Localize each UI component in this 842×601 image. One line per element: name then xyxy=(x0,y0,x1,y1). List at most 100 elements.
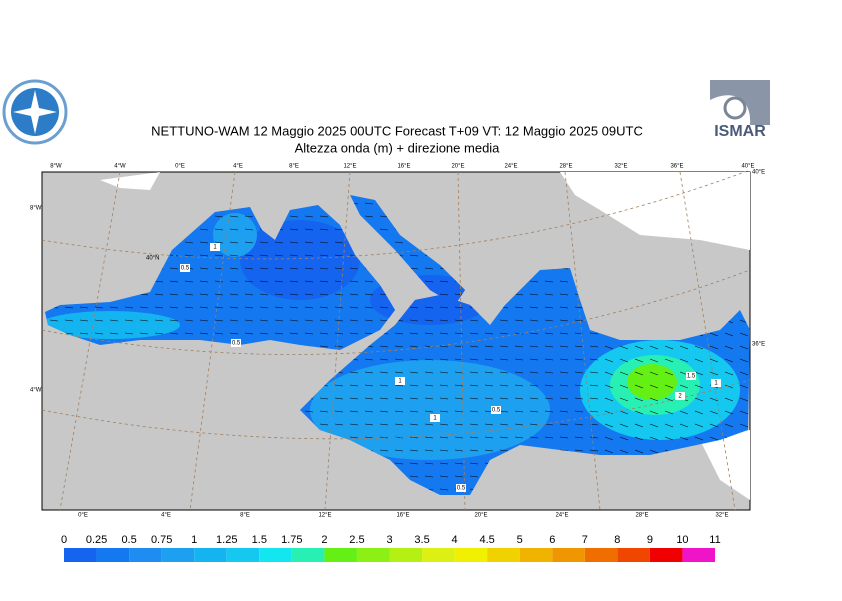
lon-label: 20°E xyxy=(474,513,487,519)
colorbar-tick-label: 11 xyxy=(709,534,720,546)
arrow xyxy=(439,397,449,400)
arrow xyxy=(439,462,449,465)
arrow xyxy=(184,280,194,283)
contour-label: 1 xyxy=(433,416,437,422)
arrow xyxy=(244,293,254,296)
colorbar-swatch xyxy=(552,548,585,562)
colorbar-tick-label: 1.5 xyxy=(252,534,267,546)
arrow xyxy=(409,371,419,374)
arrow xyxy=(349,436,359,439)
arrow xyxy=(469,423,479,426)
arrow xyxy=(664,371,674,376)
arrow xyxy=(469,436,479,439)
arrow xyxy=(469,319,479,322)
arrow xyxy=(94,319,104,322)
arrow xyxy=(184,254,194,257)
arrow xyxy=(574,423,584,426)
arrow xyxy=(364,423,374,426)
arrow xyxy=(604,436,614,441)
arrow xyxy=(184,332,194,335)
arrow xyxy=(319,241,329,244)
arrow xyxy=(649,410,659,415)
arrow xyxy=(499,358,509,361)
arrow xyxy=(394,384,404,387)
arrow xyxy=(709,345,719,350)
arrow xyxy=(319,228,329,231)
colorbar-tick-label: 1 xyxy=(191,534,197,546)
arrow xyxy=(544,345,554,348)
arrow xyxy=(169,319,179,322)
arrow xyxy=(604,423,614,428)
arrow xyxy=(319,332,329,335)
meridian xyxy=(457,171,466,511)
arrow xyxy=(514,371,524,374)
arrow xyxy=(79,319,89,322)
arrow xyxy=(484,384,494,387)
arrow xyxy=(214,280,224,283)
arrow xyxy=(679,358,689,363)
arrow xyxy=(334,267,344,270)
arrow xyxy=(229,215,239,218)
arrow xyxy=(709,397,719,402)
wave-zone xyxy=(240,220,360,300)
outside-domain xyxy=(100,172,160,190)
outside-domain xyxy=(560,172,750,250)
arrow xyxy=(424,462,434,465)
arrow xyxy=(259,280,269,283)
arrow xyxy=(469,462,479,465)
arrow xyxy=(499,397,509,400)
arrow xyxy=(79,306,89,309)
arrow xyxy=(229,332,239,335)
arrow xyxy=(319,306,329,309)
wave-zone xyxy=(310,360,550,460)
arrow xyxy=(304,215,314,218)
arrow xyxy=(454,332,464,335)
arrow xyxy=(484,449,494,452)
arrow xyxy=(604,397,614,402)
colorbar-tick-label: 1.75 xyxy=(281,534,302,546)
lon-label: 4°E xyxy=(233,164,243,170)
colorbar: 0 0.25 0.5 0.75 1 1.25 1.5 1.75 2 2.5 3 3.5 4 4.5 5 6 7 8… xyxy=(61,534,721,562)
arrow xyxy=(409,475,419,478)
arrow xyxy=(424,475,434,478)
arrow xyxy=(79,332,89,335)
arrow xyxy=(199,241,209,244)
arrow xyxy=(739,332,749,337)
arrow xyxy=(184,306,194,309)
arrow xyxy=(574,436,584,439)
arrow xyxy=(289,267,299,270)
arrow xyxy=(274,319,284,322)
arrow xyxy=(469,397,479,400)
arrow xyxy=(439,293,449,296)
colorbar-swatch xyxy=(226,548,260,562)
contour-label: 0.5 xyxy=(232,341,241,347)
arrow xyxy=(154,306,164,309)
arrow xyxy=(739,410,749,415)
arrow xyxy=(199,254,209,257)
arrow xyxy=(364,397,374,400)
arrow xyxy=(229,241,239,244)
arrow xyxy=(649,358,659,363)
arrow xyxy=(409,345,419,348)
arrow xyxy=(409,254,419,257)
arrow xyxy=(334,410,344,413)
arrow xyxy=(544,280,554,283)
arrow xyxy=(424,371,434,374)
colorbar-tick-label: 1.25 xyxy=(216,534,237,546)
contour-label: 1 xyxy=(398,379,402,385)
arrow xyxy=(364,202,374,205)
lon-label: 8°E xyxy=(240,513,250,519)
arrow xyxy=(289,319,299,322)
arrow xyxy=(544,332,554,335)
arrow xyxy=(334,345,344,348)
arrow xyxy=(199,306,209,309)
arrow xyxy=(139,319,149,322)
arrow xyxy=(94,332,104,335)
lon-label: 4°W xyxy=(114,164,126,170)
colorbar-tick-label: 10 xyxy=(676,534,688,546)
arrow xyxy=(259,306,269,309)
arrow xyxy=(274,254,284,257)
arrow xyxy=(214,332,224,335)
arrow xyxy=(139,306,149,309)
arrow xyxy=(529,293,539,296)
